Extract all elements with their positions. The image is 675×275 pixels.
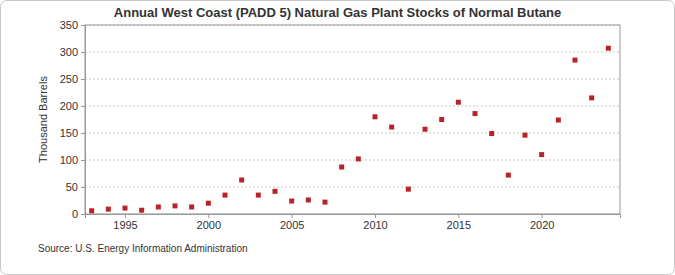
grid-line <box>85 106 620 107</box>
tick-mark <box>292 214 293 218</box>
point <box>256 193 261 198</box>
tick-label: 300 <box>60 46 78 58</box>
y-axis: 0 50 100 150 200 250 300 350 <box>60 19 86 220</box>
tick: 350 <box>60 19 85 31</box>
tick-label: 150 <box>60 127 78 139</box>
axis-line <box>81 26 86 215</box>
tick-label: 100 <box>60 154 78 166</box>
axis-line <box>86 215 621 219</box>
point <box>206 201 211 206</box>
grid-line <box>85 187 620 188</box>
point <box>289 199 294 204</box>
tick-label: 2015 <box>447 219 471 231</box>
tick-label: 2000 <box>197 219 221 231</box>
grid <box>85 25 620 214</box>
tick: 300 <box>60 46 85 58</box>
tick-label: 1995 <box>113 219 137 231</box>
point <box>106 207 111 212</box>
point <box>356 156 361 161</box>
tick-mark <box>375 214 376 218</box>
grid-line <box>85 160 620 161</box>
tick-mark <box>81 79 85 80</box>
tick-mark <box>81 25 85 26</box>
tick-label: 2020 <box>530 219 554 231</box>
point <box>239 177 244 182</box>
tick-label: 0 <box>72 208 78 220</box>
tick-mark <box>542 214 543 218</box>
tick: 2005 <box>280 214 304 231</box>
tick-mark <box>81 133 85 134</box>
point <box>423 127 428 132</box>
tick-mark <box>81 106 85 107</box>
tick-mark <box>208 214 209 218</box>
tick-label: 50 <box>66 181 78 193</box>
point <box>389 125 394 130</box>
tick: 1995 <box>113 214 137 231</box>
tick-label: 250 <box>60 73 78 85</box>
tick-label: 2010 <box>363 219 387 231</box>
tick: 150 <box>60 127 85 139</box>
point <box>589 95 594 100</box>
point <box>506 173 511 178</box>
point <box>306 197 311 202</box>
point <box>223 193 228 198</box>
tick: 100 <box>60 154 85 166</box>
point <box>323 200 328 205</box>
plot-frame <box>85 25 620 214</box>
point <box>456 100 461 105</box>
point <box>156 204 161 209</box>
chart: 0 50 100 150 200 250 300 350 1995 2000 2005 2010 201… <box>0 0 675 275</box>
tick: 2020 <box>530 214 554 231</box>
point <box>523 133 528 138</box>
background <box>1 1 675 275</box>
tick: 50 <box>66 181 85 193</box>
title: Annual West Coast (PADD 5) Natural Gas P… <box>114 5 561 20</box>
tick: 250 <box>60 73 85 85</box>
tick: 200 <box>60 100 85 112</box>
tick-mark <box>81 214 85 215</box>
point <box>339 165 344 170</box>
point <box>273 189 278 194</box>
point <box>489 131 494 136</box>
point <box>139 208 144 213</box>
source: Source: U.S. Energy Information Administ… <box>38 243 248 254</box>
tick-mark <box>81 187 85 188</box>
tick-mark <box>125 214 126 218</box>
tick-label: 2005 <box>280 219 304 231</box>
point <box>539 152 544 157</box>
point <box>606 46 611 51</box>
tick-mark <box>81 52 85 53</box>
grid-line <box>85 133 620 134</box>
tick: 2010 <box>363 214 387 231</box>
tick: 2000 <box>197 214 221 231</box>
x-axis: 1995 2000 2005 2010 2015 2020 <box>86 214 621 231</box>
grid-line <box>85 79 620 80</box>
tick: 2015 <box>447 214 471 231</box>
points <box>89 46 611 214</box>
point <box>473 111 478 116</box>
point <box>89 208 94 213</box>
tick-label: 200 <box>60 100 78 112</box>
point <box>189 204 194 209</box>
point <box>373 114 378 119</box>
tick-mark <box>81 160 85 161</box>
grid-line <box>85 52 620 53</box>
point <box>573 58 578 63</box>
point <box>406 187 411 192</box>
tick-mark <box>458 214 459 218</box>
tick-label: 350 <box>60 19 78 31</box>
point <box>556 118 561 123</box>
y-axis-title: Thousand Barrels <box>37 76 49 163</box>
point <box>173 203 178 208</box>
tick: 0 <box>72 208 85 220</box>
point <box>439 117 444 122</box>
point <box>123 206 128 211</box>
